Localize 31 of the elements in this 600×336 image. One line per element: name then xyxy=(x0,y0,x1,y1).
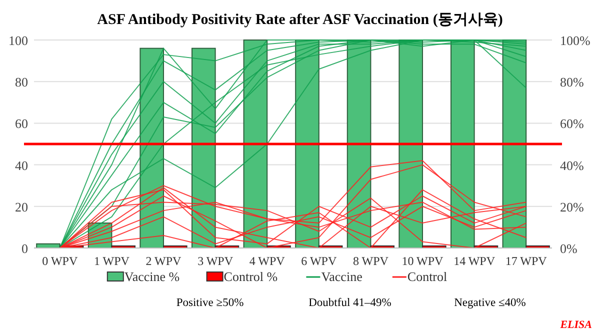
x-tick-label: 0 WPV xyxy=(42,254,78,268)
y2-tick-label: 80% xyxy=(560,74,584,90)
text: Doubtful 41–49% xyxy=(308,297,392,309)
y2-tick-label: 100% xyxy=(560,33,590,48)
y2-tick-label: 40% xyxy=(560,158,584,173)
text: Positive ≥50% xyxy=(176,297,244,309)
y2-tick-label: 0% xyxy=(560,241,578,256)
x-tick-label: 17 WPV xyxy=(505,254,548,268)
x-tick-label: 3 WPV xyxy=(198,254,234,268)
y2-tick-label: 20% xyxy=(560,199,584,214)
x-tick-label: 10 WPV xyxy=(402,254,444,268)
x-tick-label: 8 WPV xyxy=(352,254,389,268)
x-tick-label: 1 WPV xyxy=(94,254,130,268)
text: ELISA xyxy=(559,319,592,331)
legend-label: Control xyxy=(407,269,448,284)
x-tick-label: 4 WPV xyxy=(249,254,286,268)
legend-label: Vaccine xyxy=(321,269,363,284)
y-tick-label: 80 xyxy=(15,74,28,90)
y-tick-label: 100 xyxy=(8,33,28,48)
y-tick-label: 0 xyxy=(22,241,28,256)
x-tick-label: 2 WPV xyxy=(146,254,182,268)
y-tick-label: 20 xyxy=(15,199,28,214)
chart-title: ASF Antibody Positivity Rate after ASF Vaccination (동거사육) xyxy=(97,12,503,28)
text: Negative ≤40% xyxy=(454,297,526,309)
y-tick-label: 60 xyxy=(15,116,28,132)
x-tick-label: 6 WPV xyxy=(301,254,337,268)
legend-label: Vaccine % xyxy=(124,269,180,284)
y-tick-label: 40 xyxy=(15,158,28,173)
legend-label: Control % xyxy=(224,269,278,284)
y2-tick-label: 60% xyxy=(560,116,584,132)
x-tick-label: 14 WPV xyxy=(454,254,496,268)
